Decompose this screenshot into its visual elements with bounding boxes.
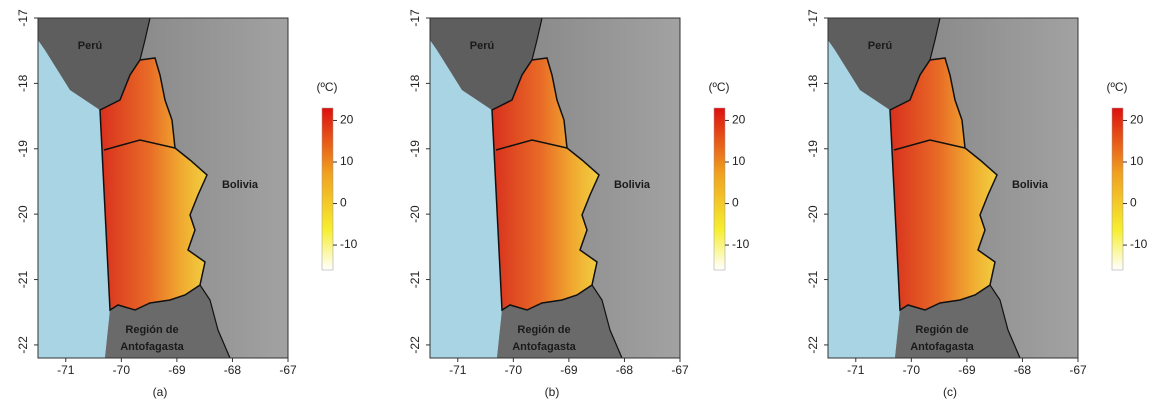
panel-label: (b) [545,385,560,399]
x-tick-label: -67 [671,363,689,377]
y-tick-label: -19 [408,140,422,158]
y-tick-label: -17 [408,9,422,27]
colorbar [322,108,333,270]
x-tick-label: -70 [505,363,523,377]
x-tick-label: -69 [168,363,186,377]
place-label: Antofagasta [512,341,576,353]
y-tick-label: -20 [16,205,30,223]
colorbar-tick-label: -10 [1130,237,1148,251]
x-tick-label: -67 [1069,363,1087,377]
x-tick-label: -71 [57,363,75,377]
x-tick-label: -68 [224,363,242,377]
map-panel: Perú Bolivia Región de Antofagasta -71 -70 -69… [408,9,749,399]
y-tick-label: -20 [806,205,820,223]
y-tick-label: -22 [16,336,30,354]
colorbar-tick-label: -10 [340,237,358,251]
colorbar-tick-label: -10 [732,237,750,251]
map-panel: Perú Bolivia Región de Antofagasta -71 -70 -69… [806,9,1147,399]
place-label: Antofagasta [120,341,184,353]
colorbar-tick-label: 0 [732,196,739,210]
colorbar-tick-label: 0 [340,196,347,210]
colorbar-title: (ºC) [708,80,729,94]
colorbar-title: (ºC) [316,80,337,94]
colorbar-tick-label: 20 [1130,113,1144,127]
x-tick-label: -67 [279,363,297,377]
place-label: Perú [868,40,892,52]
y-tick-label: -22 [806,336,820,354]
place-label: Bolivia [614,179,651,191]
place-label: Región de [915,324,968,336]
y-tick-label: -21 [408,271,422,289]
y-tick-label: -18 [806,74,820,92]
x-tick-label: -69 [958,363,976,377]
colorbar [714,108,725,270]
y-tick-label: -21 [806,271,820,289]
colorbar-tick-label: 0 [1130,196,1137,210]
x-tick-label: -71 [449,363,467,377]
place-label: Antofagasta [910,341,974,353]
colorbar [1112,108,1123,270]
place-label: Región de [125,324,178,336]
x-tick-label: -68 [1014,363,1032,377]
y-tick-label: -18 [408,74,422,92]
y-tick-label: -18 [16,74,30,92]
y-tick-label: -22 [408,336,422,354]
y-tick-label: -17 [16,9,30,27]
x-tick-label: -70 [903,363,921,377]
colorbar-tick-label: 10 [340,154,354,168]
place-label: Bolivia [1012,179,1049,191]
y-tick-label: -20 [408,205,422,223]
panel-label: (a) [153,385,168,399]
x-tick-label: -71 [847,363,865,377]
colorbar-tick-label: 20 [340,113,354,127]
x-tick-label: -70 [113,363,131,377]
x-tick-label: -68 [616,363,634,377]
x-tick-label: -69 [560,363,578,377]
y-tick-label: -19 [16,140,30,158]
colorbar-tick-label: 20 [732,113,746,127]
colorbar-tick-label: 10 [732,154,746,168]
place-label: Perú [470,40,494,52]
colorbar-tick-label: 10 [1130,154,1144,168]
y-tick-label: -21 [16,271,30,289]
y-tick-label: -17 [806,9,820,27]
map-panel: Perú Bolivia Región de Antofagasta -71 -70 -69… [16,9,357,399]
place-label: Bolivia [222,179,259,191]
y-tick-label: -19 [806,140,820,158]
place-label: Región de [517,324,570,336]
panel-label: (c) [943,385,957,399]
place-label: Perú [78,40,102,52]
figure: Perú Bolivia Región de Antofagasta -71 -70 -69… [0,0,1160,408]
colorbar-title: (ºC) [1106,80,1127,94]
